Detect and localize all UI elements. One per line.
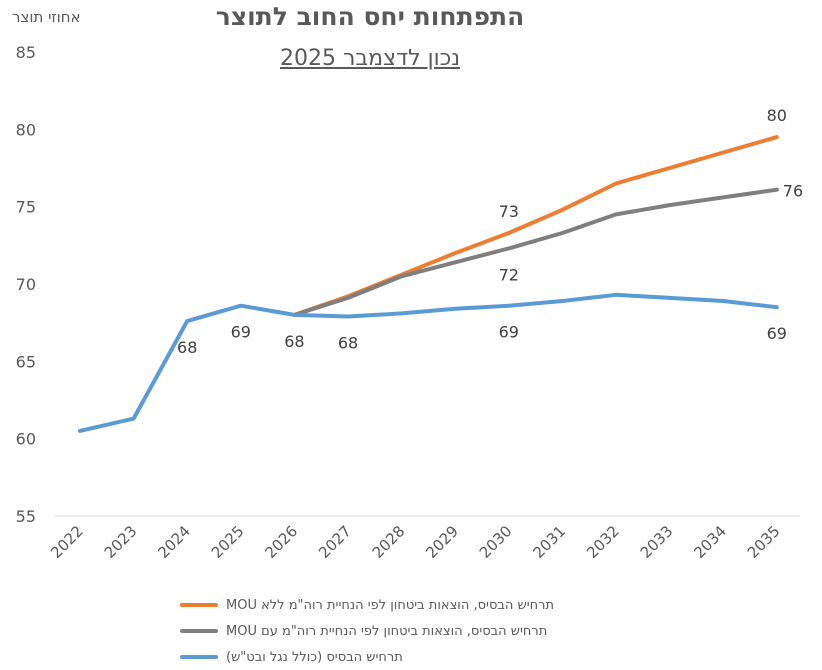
x-tick-label-2023: 2023 <box>101 522 141 562</box>
legend-label-blue: תרחיש הבסיס (כולל נגל ובט"ש) <box>226 649 403 665</box>
x-tick-label-2030: 2030 <box>476 522 516 562</box>
x-tick-label-2022: 2022 <box>47 522 87 562</box>
data-label-1: 69 <box>231 323 251 342</box>
series-line-1 <box>292 187 779 317</box>
data-label-4: 69 <box>499 323 519 342</box>
x-tick-label-2032: 2032 <box>583 522 623 562</box>
legend-item-orange: תרחיש הבסיס, הוצאות ביטחון לפי הנחיית רו… <box>180 592 620 618</box>
legend: תרחיש הבסיס, הוצאות ביטחון לפי הנחיית רו… <box>180 592 620 670</box>
x-tick-label-2029: 2029 <box>422 522 462 562</box>
data-label-5: 69 <box>767 324 787 343</box>
data-label-3: 68 <box>338 333 358 352</box>
chart-title: התפתחות יחס החוב לתוצר <box>215 2 525 31</box>
x-tick-label-2024: 2024 <box>154 522 194 562</box>
axes: 55 60 65 70 75 80 85 2022 2023 2024 2025 2026 2027 20… <box>16 43 800 562</box>
legend-label-orange: תרחיש הבסיס, הוצאות ביטחון לפי הנחיית רו… <box>226 597 555 613</box>
data-label-8: 72 <box>499 265 519 284</box>
x-tick-label-2031: 2031 <box>529 522 569 562</box>
legend-label-gray: תרחיש הבסיס, הוצאות ביטחון לפי הנחיית רו… <box>226 623 548 639</box>
data-label-7: 80 <box>767 106 787 125</box>
y-axis-label: אחוזי תוצר <box>12 8 81 26</box>
y-tick-label-75: 75 <box>16 198 36 217</box>
x-tick-label-2033: 2033 <box>637 522 677 562</box>
x-tick-label-2026: 2026 <box>261 522 301 562</box>
chart-subtitle: נכון לדצמבר 2025 <box>279 46 461 71</box>
data-label-6: 73 <box>499 202 519 221</box>
data-labels: 68 69 68 68 69 69 73 80 72 76 <box>177 106 803 357</box>
legend-item-blue: תרחיש הבסיס (כולל נגל ובט"ש) <box>180 644 620 670</box>
x-tick-label-2034: 2034 <box>690 522 730 562</box>
y-tick-label-55: 55 <box>16 507 36 526</box>
data-label-9: 76 <box>783 182 803 201</box>
data-label-2: 68 <box>284 332 304 351</box>
legend-swatch-blue <box>180 655 218 659</box>
y-tick-label-65: 65 <box>16 352 36 371</box>
x-tick-label-2027: 2027 <box>315 522 355 562</box>
x-tick-label-2035: 2035 <box>744 522 784 562</box>
legend-swatch-orange <box>180 603 218 607</box>
series-line-2 <box>78 292 779 433</box>
y-tick-label-70: 70 <box>16 275 36 294</box>
y-tick-label-85: 85 <box>16 43 36 62</box>
legend-swatch-gray <box>180 629 218 633</box>
x-tick-label-2028: 2028 <box>369 522 409 562</box>
x-tick-label-2025: 2025 <box>208 522 248 562</box>
y-tick-label-60: 60 <box>16 430 36 449</box>
legend-item-gray: תרחיש הבסיס, הוצאות ביטחון לפי הנחיית רו… <box>180 618 620 644</box>
y-tick-label-80: 80 <box>16 120 36 139</box>
series-lines <box>78 135 779 433</box>
data-label-0: 68 <box>177 338 197 357</box>
